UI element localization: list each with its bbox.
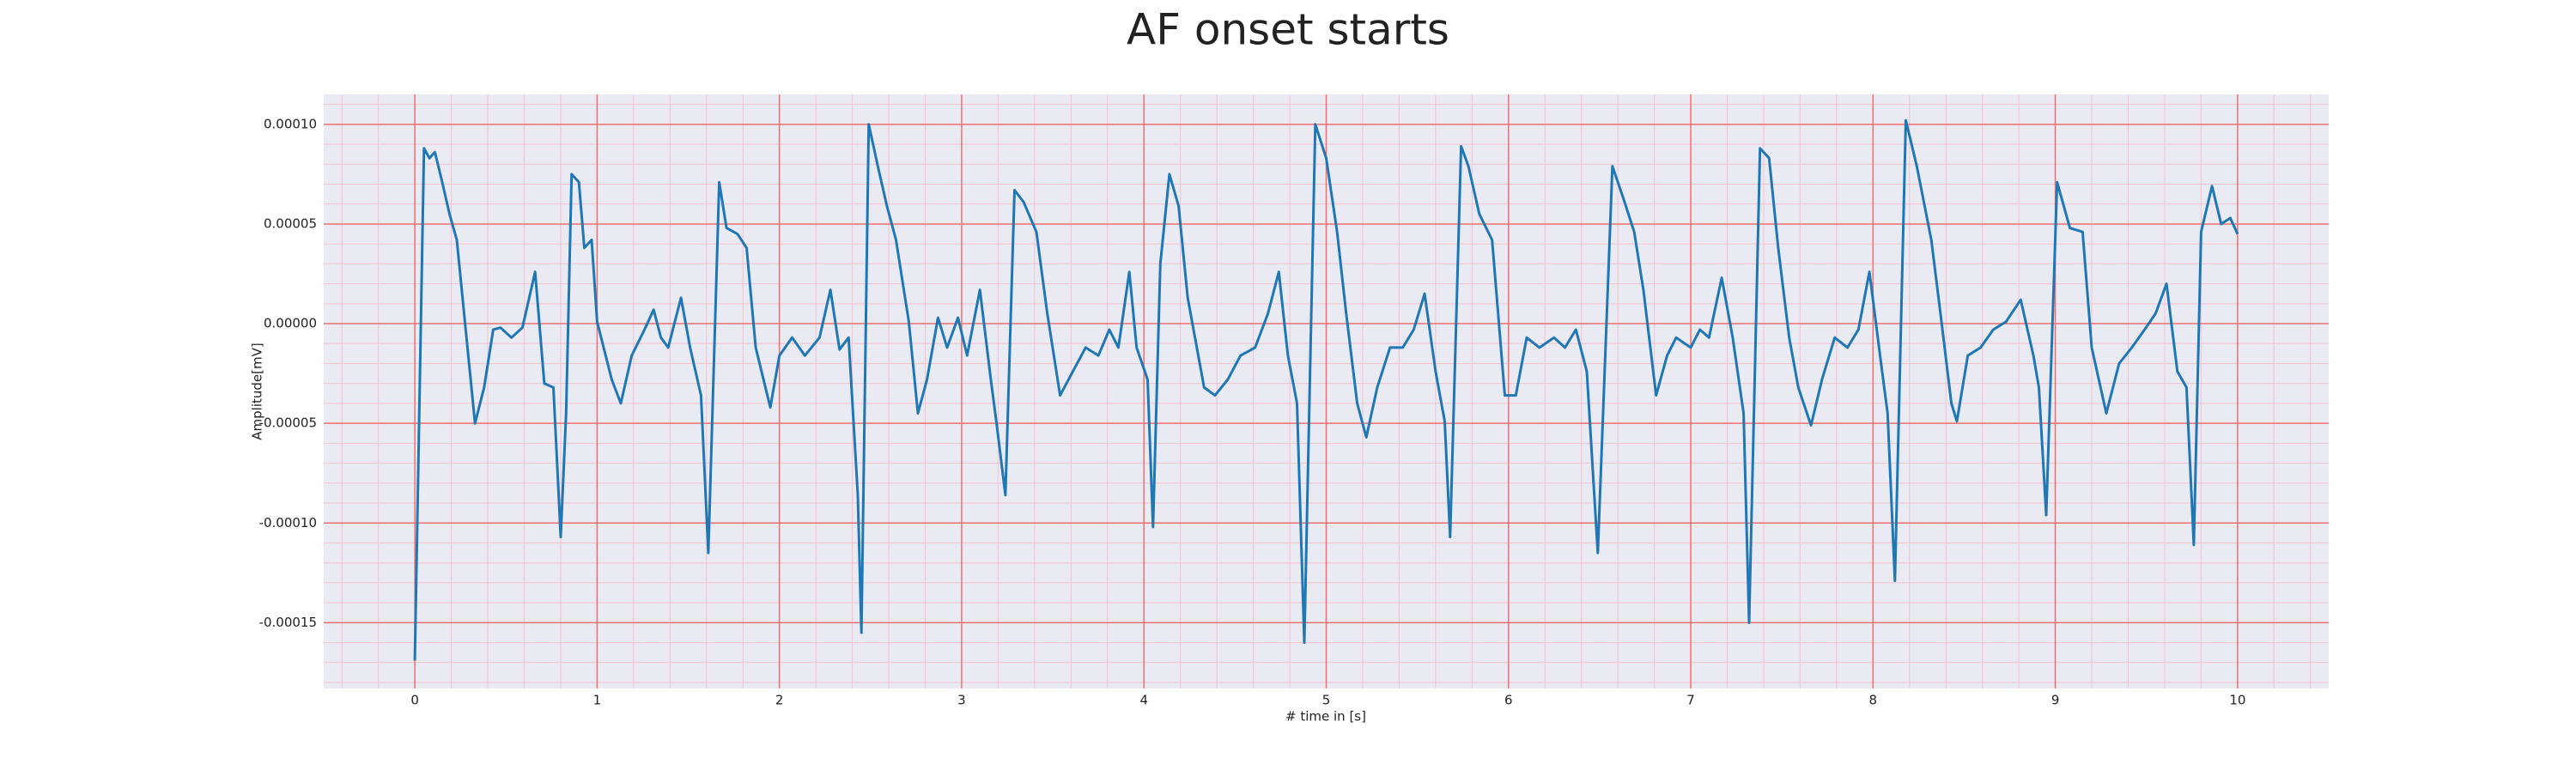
x-tick-label: 4 [1139, 693, 1148, 708]
y-tick-label: -0.00010 [259, 515, 317, 530]
x-tick-label: 10 [2229, 693, 2245, 708]
x-tick-label: 8 [1869, 693, 1878, 708]
x-axis-label: # time in [s] [1285, 709, 1366, 724]
x-tick-label: 9 [2051, 693, 2060, 708]
x-tick-label: 2 [775, 693, 784, 708]
y-tick-label: 0.00005 [264, 215, 317, 231]
x-tick-label: 0 [410, 693, 419, 708]
y-tick-label: 0.00010 [264, 116, 317, 131]
chart-title: AF onset starts [1127, 5, 1449, 55]
x-tick-label: 1 [593, 693, 602, 708]
x-tick-label: 7 [1686, 693, 1695, 708]
x-tick-label: 5 [1322, 693, 1331, 708]
y-tick-label: -0.00015 [259, 615, 317, 630]
y-axis-label: Amplitude[mV] [250, 343, 265, 440]
y-tick-label: 0.00000 [264, 316, 317, 331]
x-tick-label: 3 [957, 693, 966, 708]
line-series [413, 118, 2239, 661]
x-tick-label: 6 [1504, 693, 1513, 708]
y-tick-label: -0.00005 [259, 415, 317, 431]
